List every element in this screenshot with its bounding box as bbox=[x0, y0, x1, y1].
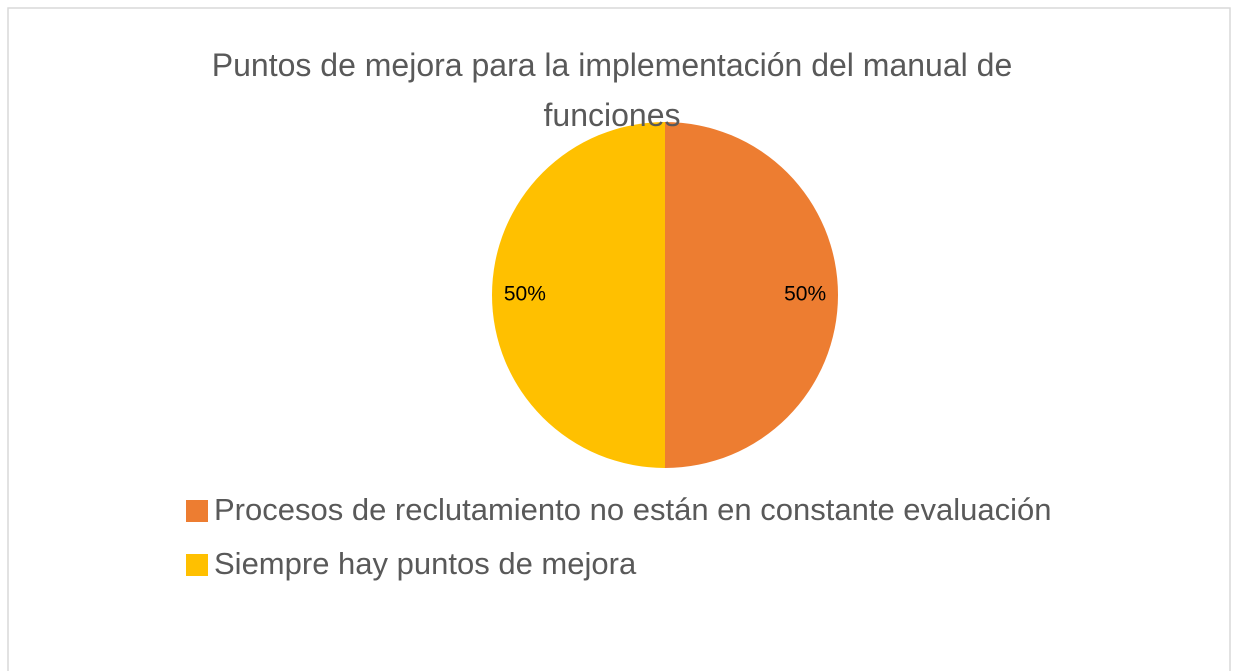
legend-label: Procesos de reclutamiento no están en co… bbox=[214, 492, 1052, 527]
data-label: 50% bbox=[784, 283, 826, 306]
legend-swatch bbox=[186, 500, 208, 522]
chart-title: Puntos de mejora para la implementación … bbox=[211, 47, 1013, 133]
data-label: 50% bbox=[504, 283, 546, 306]
chart-border bbox=[7, 7, 1231, 671]
legend-swatch bbox=[186, 554, 208, 576]
pie-slice bbox=[492, 122, 665, 468]
pie-slice bbox=[665, 122, 838, 468]
legend-label: Siempre hay puntos de mejora bbox=[214, 546, 637, 581]
